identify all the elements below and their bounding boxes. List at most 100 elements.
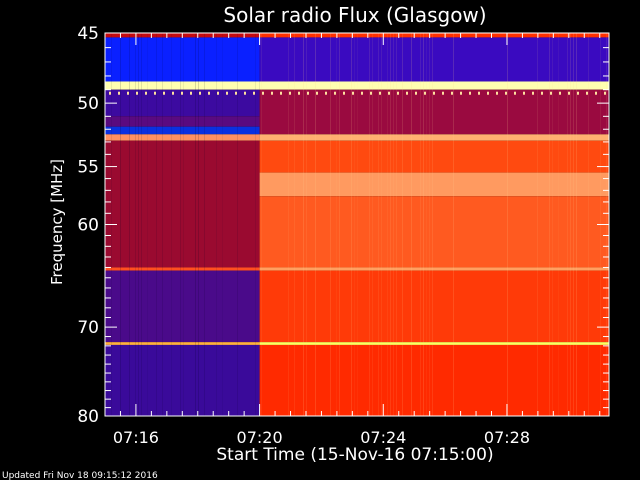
texture-stripe (558, 33, 559, 416)
band-before-7 (105, 140, 260, 268)
texture-stripe (198, 33, 199, 416)
texture-stripe (396, 33, 397, 416)
interference-dot (280, 91, 282, 95)
interference-dot (361, 91, 363, 95)
texture-stripe (294, 33, 295, 416)
band-before-1 (105, 37, 260, 82)
texture-stripe (351, 33, 352, 416)
band-after-3 (259, 89, 609, 135)
interference-dot (424, 91, 426, 95)
interference-dot (487, 91, 489, 95)
band-after-1 (259, 37, 609, 82)
texture-stripe (573, 33, 574, 416)
y-axis-label: Frequency [MHz] (48, 159, 66, 285)
band-before-5 (105, 126, 260, 135)
texture-stripe (147, 33, 148, 416)
interference-dot (298, 91, 300, 95)
band-after-2 (259, 81, 609, 90)
x-tick-label: 07:24 (360, 428, 406, 447)
interference-dot (460, 91, 462, 95)
interference-dot (505, 91, 507, 95)
interference-dot (379, 91, 381, 95)
texture-stripe (420, 33, 421, 416)
interference-dot (568, 91, 570, 95)
interference-dot (406, 91, 408, 95)
texture-stripe (129, 33, 130, 416)
x-tick-label: 07:20 (237, 428, 283, 447)
interference-dot (208, 91, 210, 95)
band-before-6 (105, 134, 260, 141)
interference-dot (343, 91, 345, 95)
plot-area (105, 33, 609, 416)
texture-stripe (393, 33, 394, 416)
texture-stripe (432, 33, 433, 416)
texture-stripe (195, 33, 196, 416)
interference-dot (604, 91, 606, 95)
texture-stripe (180, 33, 181, 416)
interference-dot (442, 91, 444, 95)
texture-stripe (570, 33, 571, 416)
interference-dot (307, 91, 309, 95)
band-before-11 (105, 344, 260, 416)
interference-dot (244, 91, 246, 95)
band-before-4 (105, 116, 260, 127)
texture-stripe (387, 33, 388, 416)
x-tick-label: 07:28 (484, 428, 530, 447)
texture-stripe (222, 33, 223, 416)
band-before-2 (105, 81, 260, 90)
texture-stripe (255, 33, 256, 416)
interference-dot (451, 91, 453, 95)
texture-stripe (315, 33, 316, 416)
texture-stripe (552, 33, 553, 416)
texture-stripe (411, 33, 412, 416)
interference-dot (469, 91, 471, 95)
band-after-7 (259, 196, 609, 268)
interference-dot (415, 91, 417, 95)
interference-dot (181, 91, 183, 95)
texture-stripe (120, 33, 121, 416)
interference-dot (190, 91, 192, 95)
interference-dot (523, 91, 525, 95)
texture-stripe (162, 33, 163, 416)
interference-dot (433, 91, 435, 95)
band-after-5 (259, 140, 609, 173)
texture-stripe (303, 33, 304, 416)
texture-stripe (354, 33, 355, 416)
texture-stripe (261, 33, 262, 416)
interference-dot (136, 91, 138, 95)
footer-updated: Updated Fri Nov 18 09:15:12 2016 (2, 471, 158, 480)
interference-dot (289, 91, 291, 95)
texture-stripe (390, 33, 391, 416)
texture-stripe (402, 33, 403, 416)
band-before-9 (105, 270, 260, 343)
texture-stripe (306, 33, 307, 416)
texture-stripe (357, 33, 358, 416)
interference-dot (541, 91, 543, 95)
texture-stripe (288, 33, 289, 416)
interference-dot (325, 91, 327, 95)
interference-dot (388, 91, 390, 95)
x-axis-label: Start Time (15-Nov-16 07:15:00) (216, 445, 493, 465)
y-tick-label: 55 (77, 158, 99, 178)
interference-dot (271, 91, 273, 95)
texture-stripe (381, 33, 382, 416)
texture-stripe (339, 33, 340, 416)
interference-dot (109, 91, 111, 95)
interference-dot (226, 91, 228, 95)
texture-stripe (141, 33, 142, 416)
interference-dot (496, 91, 498, 95)
interference-dot (316, 91, 318, 95)
band-after-10 (259, 342, 609, 345)
texture-stripe (549, 33, 550, 416)
texture-stripe (429, 33, 430, 416)
texture-stripe (537, 33, 538, 416)
band-before-8 (105, 267, 260, 271)
interference-dot (397, 91, 399, 95)
y-tick-label: 50 (77, 94, 99, 114)
interference-dot (586, 91, 588, 95)
texture-stripe (330, 33, 331, 416)
interference-dot (370, 91, 372, 95)
texture-stripe (216, 33, 217, 416)
interference-dot (352, 91, 354, 95)
